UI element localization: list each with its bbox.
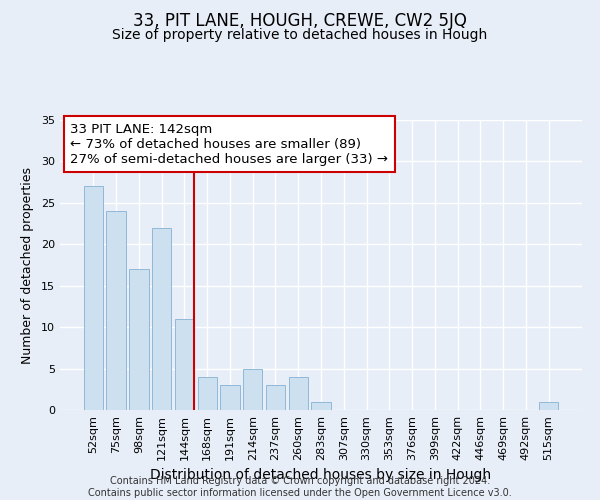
Text: Size of property relative to detached houses in Hough: Size of property relative to detached ho… [112, 28, 488, 42]
Bar [197, 377, 217, 410]
Text: 33, PIT LANE, HOUGH, CREWE, CW2 5JQ: 33, PIT LANE, HOUGH, CREWE, CW2 5JQ [133, 12, 467, 30]
Bar [266, 385, 285, 410]
Bar [311, 402, 331, 410]
Bar [289, 377, 308, 410]
Bar [220, 385, 239, 410]
Text: Contains HM Land Registry data © Crown copyright and database right 2024.
Contai: Contains HM Land Registry data © Crown c… [88, 476, 512, 498]
Bar [243, 368, 262, 410]
Text: 33 PIT LANE: 142sqm
← 73% of detached houses are smaller (89)
27% of semi-detach: 33 PIT LANE: 142sqm ← 73% of detached ho… [70, 123, 388, 166]
X-axis label: Distribution of detached houses by size in Hough: Distribution of detached houses by size … [151, 468, 491, 482]
Bar [152, 228, 172, 410]
Bar [84, 186, 103, 410]
Bar [106, 211, 126, 410]
Bar [175, 319, 194, 410]
Bar [129, 269, 149, 410]
Y-axis label: Number of detached properties: Number of detached properties [21, 166, 34, 364]
Bar [539, 402, 558, 410]
